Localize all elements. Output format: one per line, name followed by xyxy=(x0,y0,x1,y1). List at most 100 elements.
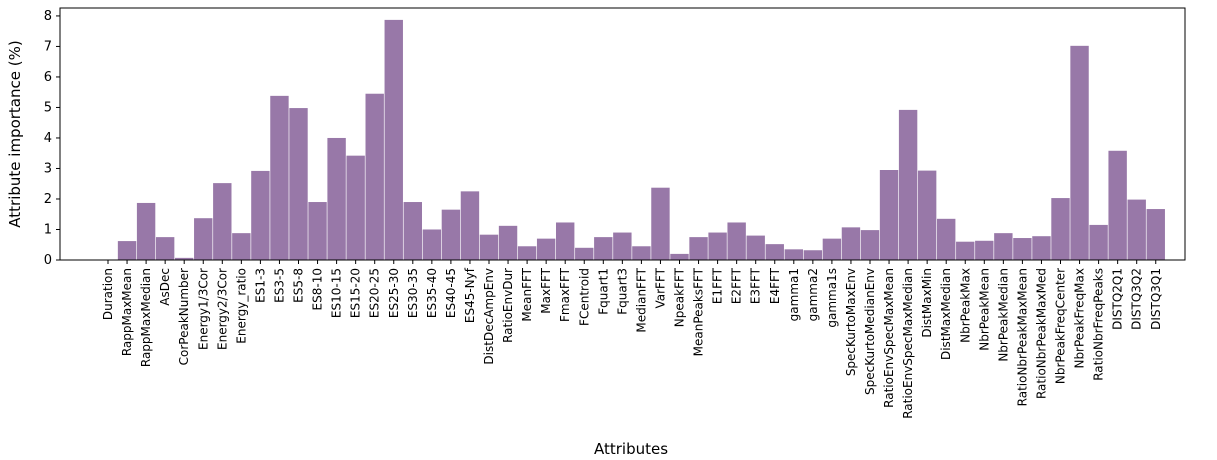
bar xyxy=(1089,224,1108,260)
y-tick-label: 0 xyxy=(44,253,52,268)
x-tick-label: DistDecAmpEnv xyxy=(482,268,496,365)
x-tick-label: NbrPeakMedian xyxy=(996,268,1010,362)
y-tick-label: 1 xyxy=(44,222,52,237)
bar xyxy=(708,232,727,260)
x-tick-label: DISTQ3Q2 xyxy=(1130,268,1144,330)
x-tick-label: ES30-35 xyxy=(406,268,420,318)
x-tick-label: MedianFFT xyxy=(634,267,648,332)
bar xyxy=(651,187,670,260)
x-tick-label: gamma2 xyxy=(806,268,820,321)
bar xyxy=(613,232,632,260)
y-tick-label: 8 xyxy=(44,9,52,24)
bar xyxy=(937,218,956,260)
bar xyxy=(975,240,994,260)
bar xyxy=(994,233,1013,260)
x-tick-label: FmaxFFT xyxy=(558,267,572,322)
x-tick-label: ES8-10 xyxy=(311,268,325,310)
x-tick-label: DistMaxMin xyxy=(920,268,934,338)
x-tick-label: Fquart1 xyxy=(596,268,610,315)
y-tick-label: 3 xyxy=(44,161,52,176)
x-tick-label: Fquart3 xyxy=(615,268,629,315)
x-tick-label: ES35-40 xyxy=(425,268,439,318)
x-tick-label: DistMaxMedian xyxy=(939,268,953,360)
bar xyxy=(1051,198,1070,260)
bar xyxy=(575,247,594,260)
x-tick-label: Duration xyxy=(101,268,115,320)
bar xyxy=(1146,209,1165,260)
x-tick-label: NbrPeakFreqMax xyxy=(1073,268,1087,369)
y-tick-label: 5 xyxy=(44,100,52,115)
x-tick-label: E1FFT xyxy=(711,267,725,304)
bar xyxy=(536,238,556,260)
x-tick-label: AsDec xyxy=(158,268,172,306)
bar xyxy=(1013,238,1032,260)
x-tick-label: ES5-8 xyxy=(292,268,306,303)
bar xyxy=(670,253,689,260)
bar xyxy=(1108,150,1127,260)
bar xyxy=(232,233,251,260)
x-tick-label: Energy2/3Cor xyxy=(215,268,229,350)
x-tick-label: RatioNbrPeakMaxMean xyxy=(1015,268,1029,406)
x-tick-label: SpecKurtoMedianEnv xyxy=(863,268,877,395)
bar xyxy=(289,108,308,260)
x-tick-label: CorPeakNumber xyxy=(177,268,191,365)
x-tick-label: NbrPeakMean xyxy=(977,268,991,351)
bar xyxy=(422,229,442,260)
x-tick-label: ES15-20 xyxy=(349,268,363,318)
x-tick-label: RatioNbrFreqPeaks xyxy=(1092,268,1106,381)
bar xyxy=(460,191,480,260)
x-tick-label: ES3-5 xyxy=(272,268,286,303)
y-tick-label: 7 xyxy=(44,39,52,54)
bar xyxy=(327,137,346,260)
x-axis-label: Attributes xyxy=(594,440,668,458)
x-tick-label: RatioEnvSpecMaxMean xyxy=(882,268,896,408)
bar xyxy=(556,222,575,260)
x-tick-label: ES25-30 xyxy=(387,268,401,318)
bar xyxy=(822,238,842,260)
x-tick-label: RatioEnvSpecMaxMedian xyxy=(901,268,915,419)
bar xyxy=(270,95,289,260)
bar xyxy=(956,241,975,260)
bar xyxy=(784,249,803,260)
bar xyxy=(251,170,270,260)
plot-frame xyxy=(59,7,1186,261)
bar xyxy=(346,155,365,260)
bar xyxy=(175,257,194,260)
bar xyxy=(498,225,518,260)
bar xyxy=(1127,199,1146,260)
x-tick-label: ES20-25 xyxy=(368,268,382,318)
bar xyxy=(441,209,461,260)
x-tick-label: ES40-45 xyxy=(444,268,458,318)
x-tick-label: NbrPeakMax xyxy=(958,268,972,343)
bar xyxy=(879,170,899,260)
x-tick-label: E4FFT xyxy=(768,267,782,304)
x-tick-label: MeanPeaksFFT xyxy=(692,267,706,356)
x-tick-label: RatioEnvDur xyxy=(501,268,515,343)
x-tick-label: Energy_ratio xyxy=(234,268,248,344)
bar xyxy=(803,250,823,260)
x-tick-label: E2FFT xyxy=(730,267,744,304)
bar xyxy=(384,19,403,261)
bar xyxy=(155,237,175,260)
bar xyxy=(1070,45,1089,261)
bar xyxy=(403,202,422,260)
x-tick-label: SpecKurtoMaxEnv xyxy=(844,268,858,376)
bar xyxy=(746,235,765,260)
bar xyxy=(213,183,232,260)
bar xyxy=(594,237,613,260)
bar xyxy=(479,234,499,260)
bar xyxy=(727,222,746,260)
x-tick-label: ES10-15 xyxy=(330,268,344,318)
bar xyxy=(765,244,784,260)
x-tick-label: ES1-3 xyxy=(253,268,267,303)
x-tick-label: DISTQ3Q1 xyxy=(1149,268,1163,330)
x-tick-label: RatioNbrPeakMaxMed xyxy=(1034,268,1048,399)
bar xyxy=(308,202,327,260)
bar xyxy=(117,241,137,260)
bar xyxy=(689,237,708,260)
x-tick-label: NpeakFFT xyxy=(673,267,687,327)
x-tick-label: ES45-Nyf xyxy=(463,267,477,323)
bar xyxy=(917,170,937,260)
x-tick-label: RappMaxMean xyxy=(120,268,134,356)
